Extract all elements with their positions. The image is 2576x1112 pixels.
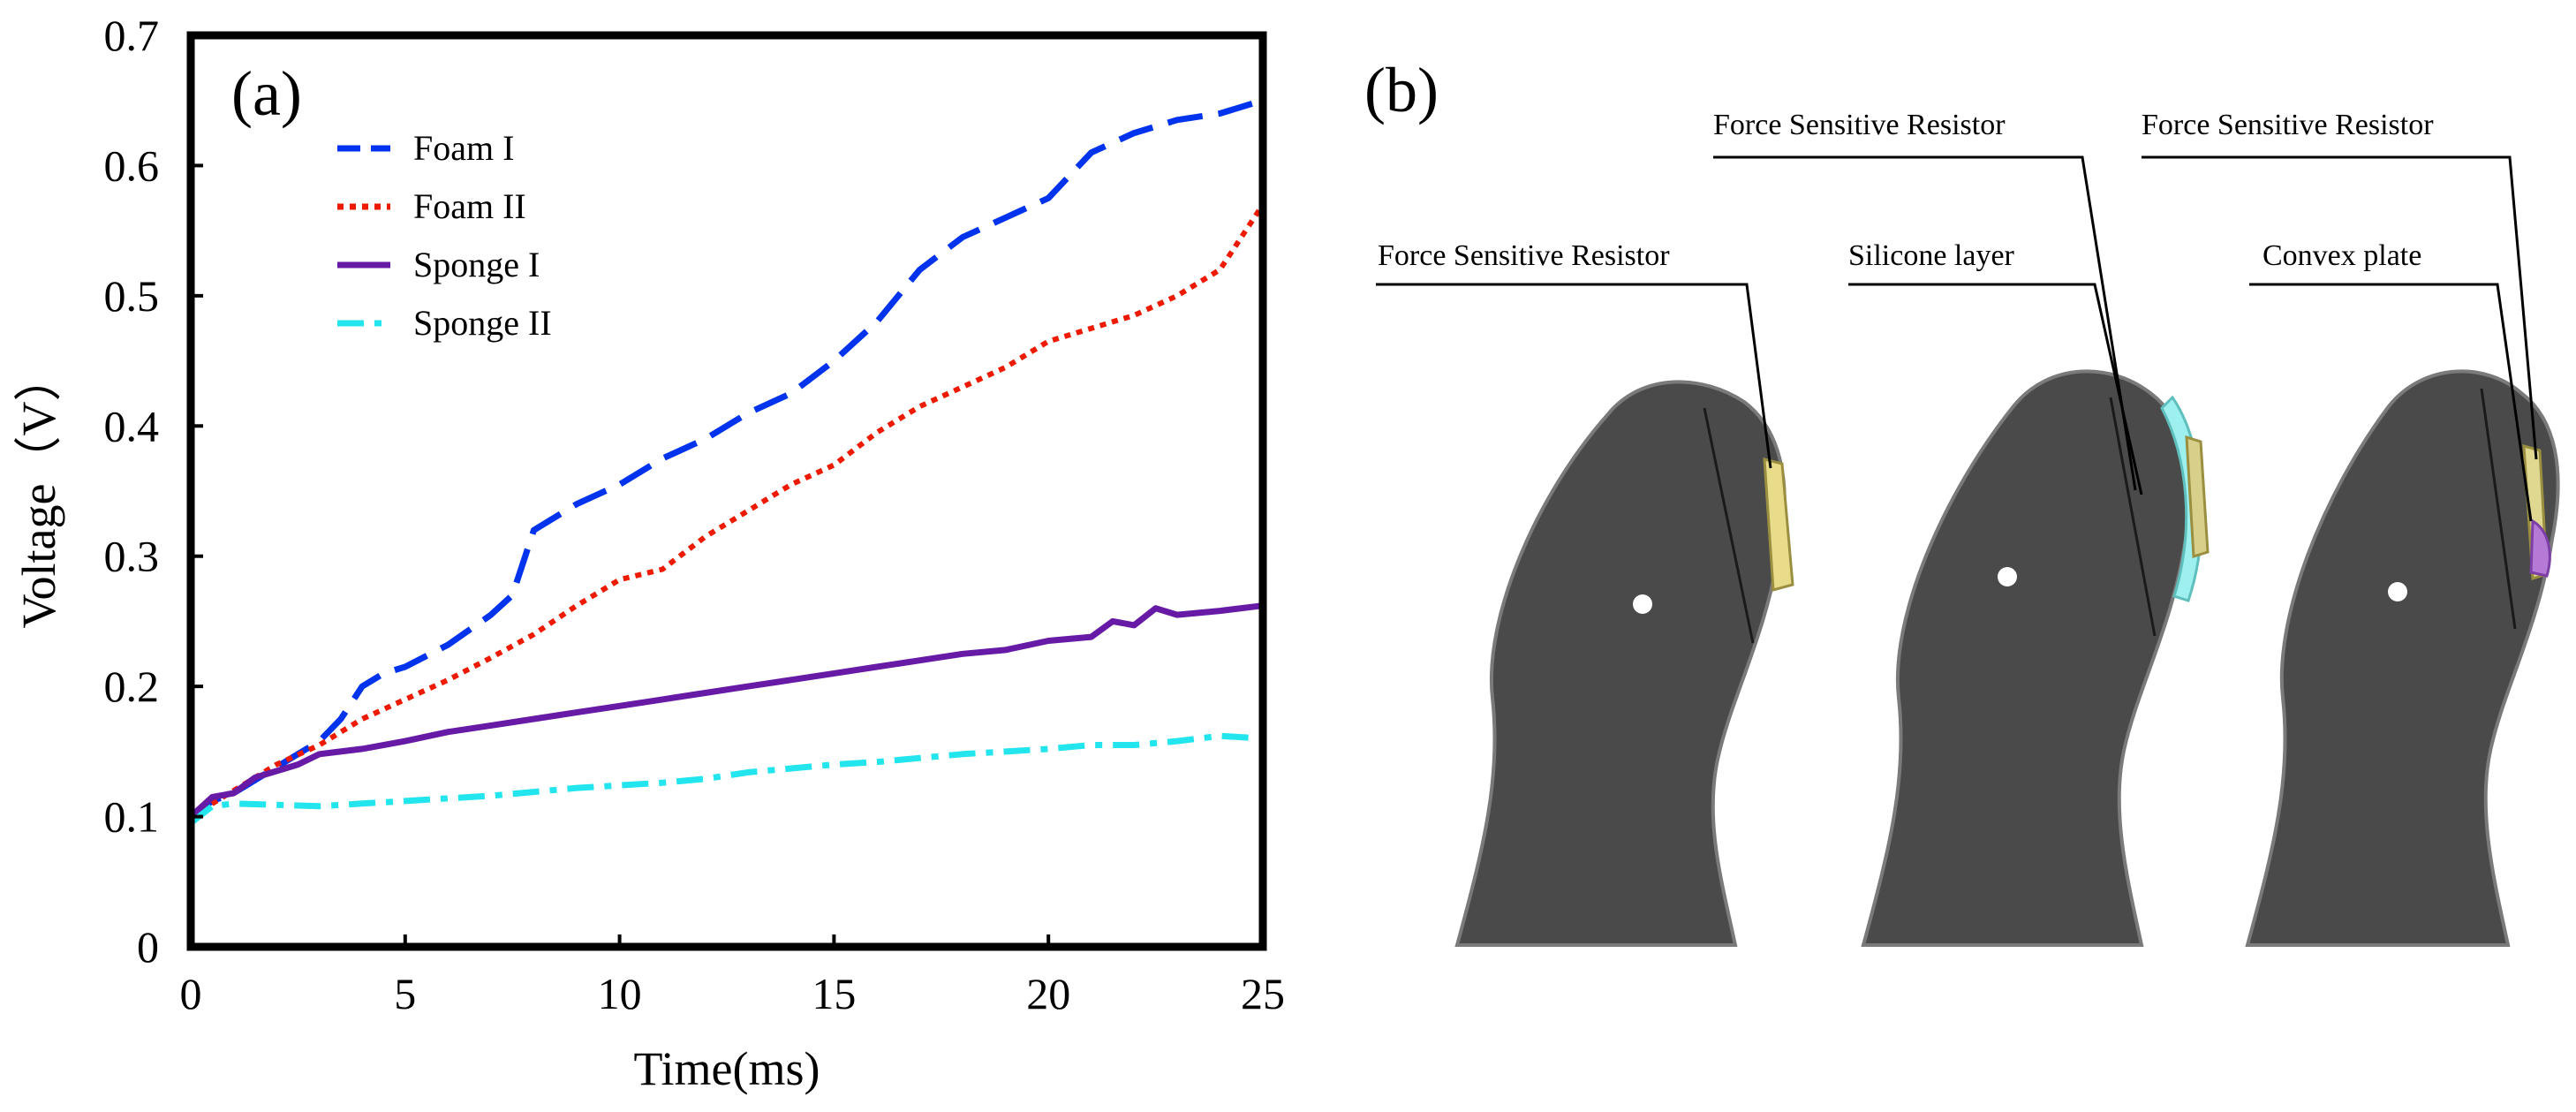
callout-line-fsr [2142, 155, 2538, 460]
fsr-sensor [1763, 458, 1794, 592]
device-view-fsr-only: Force Sensitive Resistor [1376, 239, 1794, 947]
illustration-panel-b: (b) Force Sensitive Resistor Force Sensi… [1364, 55, 2560, 947]
y-axis-title: Voltage（V） [12, 354, 65, 629]
device-view-silicone-layer: Force Sensitive Resistor Silicone layer [1713, 109, 2210, 947]
device-edge [1703, 407, 1755, 644]
callout-convex: Convex plate [2262, 239, 2421, 272]
y-tick-label: 0.2 [104, 662, 160, 711]
device-edge [2109, 397, 2157, 637]
y-axis-ticks: 0 0.1 0.2 0.3 0.4 0.5 0.6 0.7 [104, 11, 203, 972]
device-body [1454, 380, 1787, 947]
legend: Foam I Foam II Sponge I Sponge II [337, 128, 552, 343]
series-line-sponge-i [188, 602, 1264, 820]
x-tick-label: 10 [598, 969, 642, 1018]
callout-line-convex [2249, 283, 2533, 522]
callout-silicone: Silicone layer [1848, 239, 2015, 272]
pivot-hole [1633, 594, 1652, 614]
y-tick-label: 0.4 [104, 401, 160, 450]
callout-line-fsr [1376, 283, 1772, 469]
device-body [2245, 369, 2560, 947]
x-axis-title: Time(ms) [633, 1042, 820, 1095]
plot-frame [186, 31, 1267, 951]
device-body [1861, 369, 2193, 947]
panel-label-a: (a) [231, 58, 302, 129]
callout-fsr: Force Sensitive Resistor [2142, 109, 2434, 141]
y-tick-label: 0 [137, 922, 159, 972]
device-edge [2480, 388, 2517, 630]
x-tick-label: 25 [1241, 969, 1285, 1018]
device-view-convex-plate: Force Sensitive Resistor Convex plate [2142, 109, 2560, 947]
convex-plate [2529, 518, 2551, 578]
legend-label: Sponge I [413, 245, 540, 284]
y-tick-label: 0.5 [104, 271, 160, 321]
y-tick-label: 0.6 [104, 140, 160, 190]
y-tick-label: 0.1 [104, 792, 160, 842]
chart-panel-a: (a) 0 5 10 15 20 25 0 0.1 0.2 0.3 0.4 0.5 0.6 0.7 Ti… [12, 11, 1285, 1095]
callout-line-fsr [1713, 155, 2137, 491]
x-tick-label: 5 [394, 969, 416, 1018]
legend-label: Foam II [413, 186, 526, 226]
x-tick-label: 15 [812, 969, 856, 1018]
y-tick-label: 0.7 [104, 11, 160, 60]
x-tick-label: 0 [180, 969, 202, 1018]
callout-fsr: Force Sensitive Resistor [1713, 109, 2006, 141]
legend-label: Foam I [413, 128, 514, 168]
plot-lines [188, 97, 1265, 826]
panel-label-b: (b) [1364, 55, 1439, 125]
x-tick-label: 20 [1026, 969, 1070, 1018]
series-line-foam-ii [189, 203, 1265, 820]
pivot-hole [1998, 567, 2017, 586]
callout-line-silicone [1848, 283, 2143, 495]
fsr-sensor [2185, 435, 2210, 559]
y-tick-label: 0.3 [104, 532, 160, 581]
pivot-hole [2388, 582, 2407, 601]
legend-label: Sponge II [413, 303, 552, 343]
series-line-sponge-ii [188, 732, 1264, 826]
callout-fsr: Force Sensitive Resistor [1378, 239, 1670, 272]
